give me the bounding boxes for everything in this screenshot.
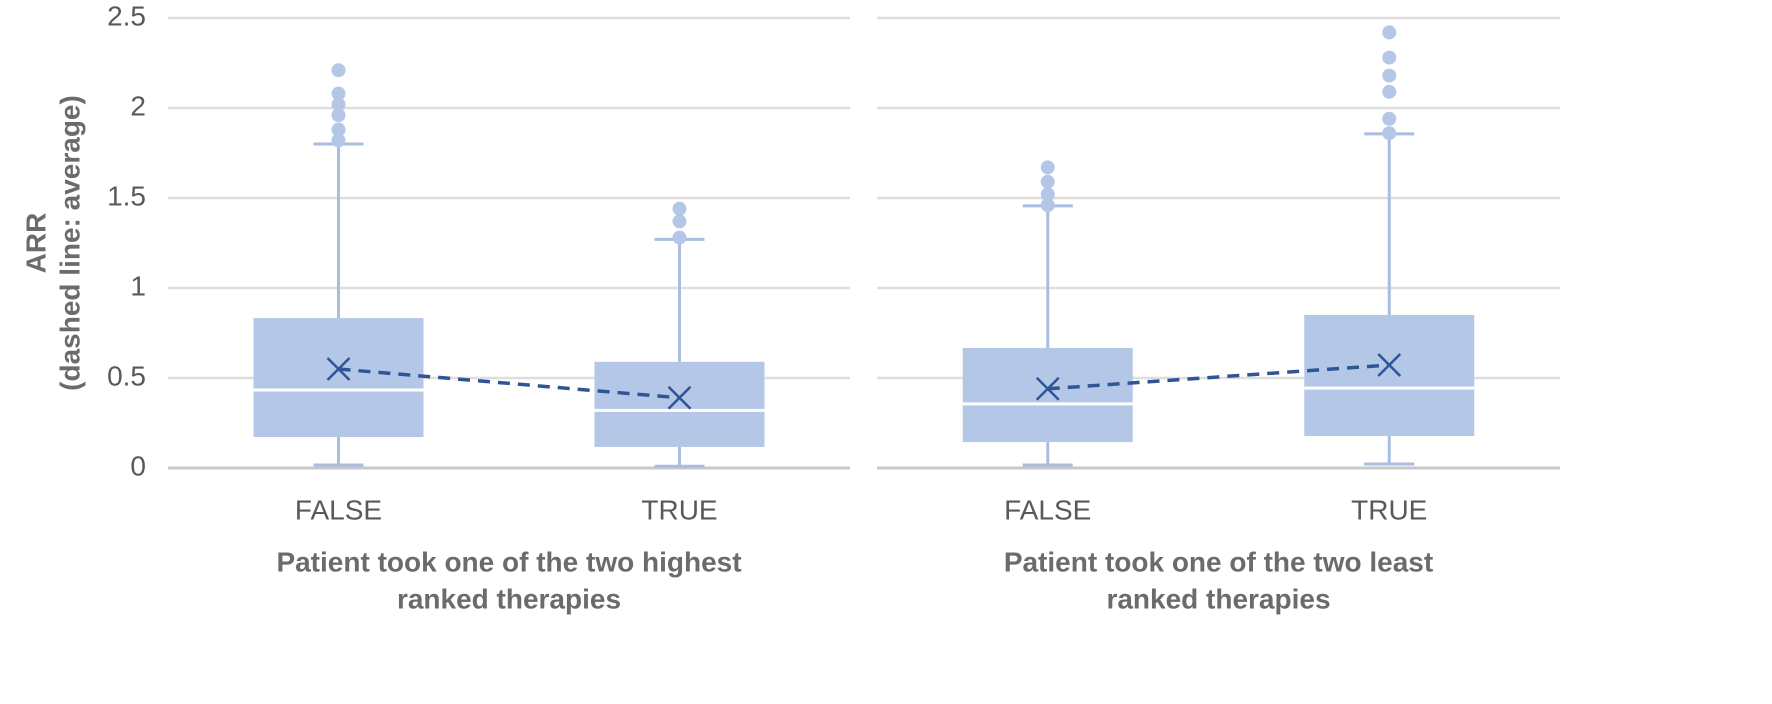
x-axis-title: Patient took one of the two least — [1004, 546, 1433, 577]
outlier — [1382, 84, 1397, 99]
box — [253, 318, 424, 438]
outlier — [1382, 25, 1397, 40]
box — [1304, 315, 1475, 436]
mean-marker — [1377, 353, 1402, 377]
x-tick-label: FALSE — [1004, 494, 1091, 525]
x-tick-label: TRUE — [1351, 494, 1427, 525]
outlier — [1382, 50, 1397, 65]
outlier — [331, 97, 346, 112]
y-tick-label: 2 — [130, 90, 146, 121]
outlier — [1040, 174, 1055, 189]
x-axis-title: ranked therapies — [397, 583, 621, 614]
outlier — [672, 214, 687, 229]
mean-marker — [667, 385, 692, 410]
outlier — [1382, 111, 1397, 126]
y-tick-label: 1.5 — [107, 180, 146, 211]
outlier — [331, 86, 346, 101]
outlier — [1040, 187, 1055, 202]
mean-line — [338, 367, 680, 400]
outlier — [331, 63, 346, 78]
outlier — [331, 108, 346, 123]
outlier — [672, 230, 687, 245]
mean-marker — [326, 357, 351, 381]
y-axis-title: ARR (dashed line: average) — [20, 95, 85, 391]
y-tick-label: 2.5 — [107, 0, 146, 31]
x-axis-title: Patient took one of the two highest — [276, 546, 741, 577]
x-axis-title: ranked therapies — [1106, 583, 1330, 614]
mean-marker — [1035, 376, 1060, 401]
y-tick-label: 1 — [130, 270, 146, 301]
outlier — [672, 201, 687, 216]
outlier — [331, 122, 346, 137]
y-tick-label: 0.5 — [107, 360, 146, 391]
y-axis-title-line: (dashed line: average) — [54, 95, 85, 391]
y-tick-label: 0 — [130, 450, 146, 481]
y-axis-title-line: ARR — [20, 213, 51, 274]
mean-line — [1047, 363, 1390, 391]
x-tick-label: TRUE — [641, 494, 717, 525]
box — [594, 361, 765, 447]
outlier — [1382, 68, 1397, 83]
x-tick-label: FALSE — [295, 494, 382, 525]
outlier — [1040, 198, 1055, 213]
outlier — [1040, 160, 1055, 175]
outlier — [1382, 126, 1397, 141]
outlier — [331, 133, 346, 148]
box — [962, 347, 1133, 443]
